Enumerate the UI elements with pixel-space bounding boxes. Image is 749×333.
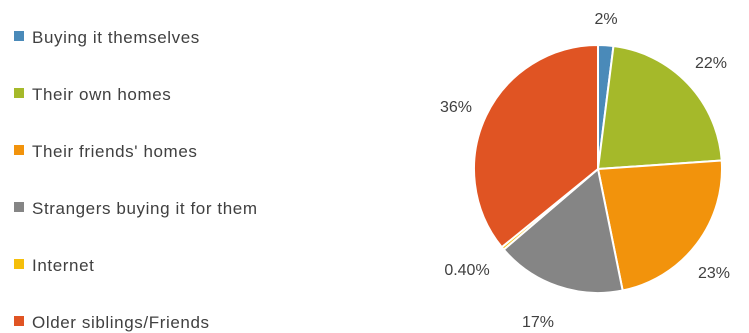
data-label-their-own-homes: 22% [695, 55, 727, 72]
legend-swatch [14, 31, 24, 41]
data-label-older-siblings-friends: 36% [440, 99, 472, 116]
pie-slice-their-friends-homes [597, 159, 724, 292]
data-label-strangers-buying-it-for-them: 17% [522, 314, 554, 331]
legend-label: Older siblings/Friends [32, 313, 210, 332]
data-label-buying-it-themselves: 2% [594, 11, 617, 28]
legend-item: Their friends' homes [14, 142, 197, 162]
legend-swatch [14, 88, 24, 98]
legend-label: Their friends' homes [32, 142, 198, 161]
data-label-internet: 0.40% [444, 262, 489, 279]
legend-item: Buying it themselves [14, 28, 200, 48]
legend-item: Their own homes [14, 85, 171, 105]
legend-label: Strangers buying it for them [32, 199, 258, 218]
legend-swatch [14, 316, 24, 326]
data-label-their-friends-homes: 23% [698, 265, 730, 282]
legend-label: Internet [32, 256, 95, 275]
legend-label: Their own homes [32, 85, 172, 104]
legend-item: Older siblings/Friends [14, 313, 210, 333]
pie-slice-strangers-buying-it-for-them [502, 168, 624, 294]
pie-slice-older-siblings-friends [473, 44, 599, 249]
legend-item: Internet [14, 256, 94, 276]
pie-slice-their-own-homes [597, 44, 723, 170]
legend-label: Buying it themselves [32, 28, 200, 47]
legend-swatch [14, 145, 24, 155]
legend-item: Strangers buying it for them [14, 199, 258, 219]
legend-swatch [14, 259, 24, 269]
legend-swatch [14, 202, 24, 212]
